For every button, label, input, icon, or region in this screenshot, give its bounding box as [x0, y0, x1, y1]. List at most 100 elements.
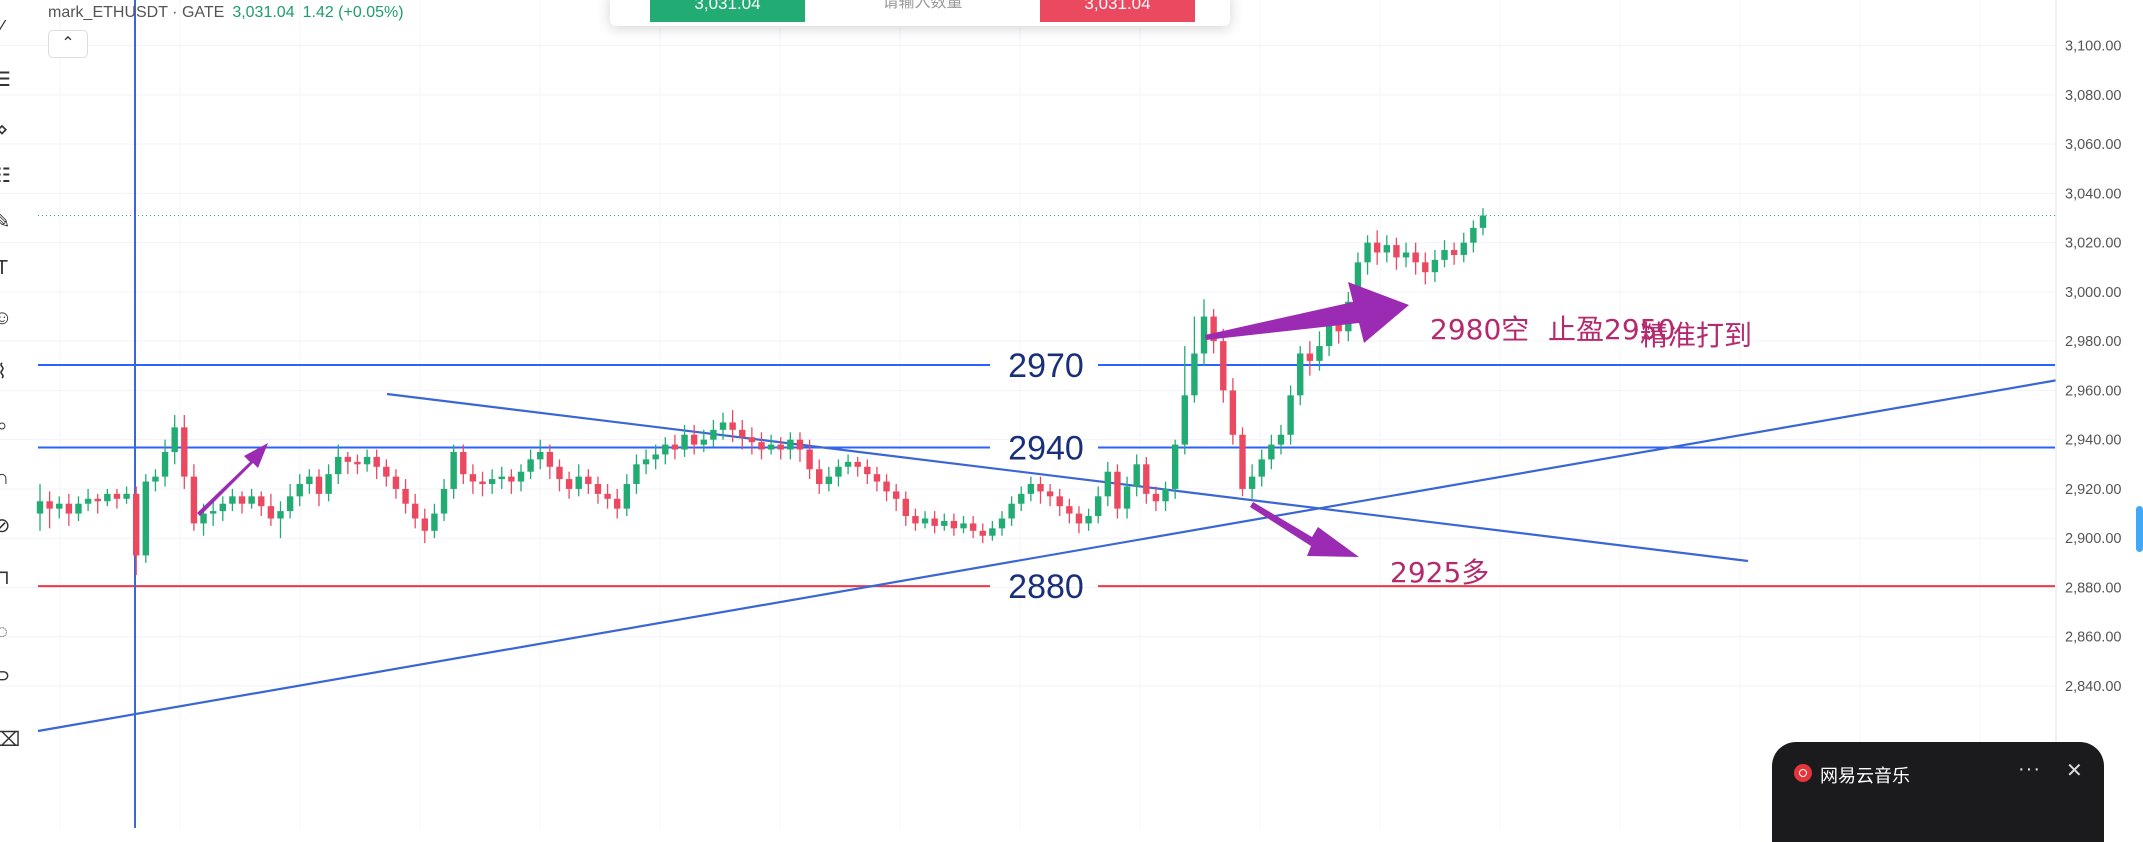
candle-down[interactable] [1239, 434, 1246, 489]
candle-up[interactable] [75, 503, 82, 514]
candle-up[interactable] [844, 461, 852, 467]
candle-up[interactable] [1364, 242, 1371, 263]
candle-down[interactable] [46, 501, 53, 509]
candle-up[interactable] [537, 451, 544, 460]
candle-up[interactable] [719, 422, 727, 430]
ruler-icon[interactable]: ⌇ [0, 361, 7, 383]
candle-down[interactable] [1046, 491, 1054, 497]
magnet-icon[interactable]: ∩ [0, 467, 10, 489]
candle-down[interactable] [546, 451, 554, 467]
candle-up[interactable] [431, 513, 438, 531]
candle-down[interactable] [864, 466, 871, 475]
candle-up[interactable] [229, 496, 236, 504]
candle-up[interactable] [835, 466, 842, 477]
candle-down[interactable] [1037, 484, 1044, 492]
candle-down[interactable] [1412, 252, 1419, 263]
text-tool-icon[interactable]: T [0, 257, 9, 279]
candle-down[interactable] [950, 520, 958, 529]
candle-up[interactable] [209, 511, 217, 514]
candle-up[interactable] [286, 496, 294, 512]
candle-up[interactable] [219, 503, 226, 512]
candle-up[interactable] [1258, 459, 1265, 477]
candle-up[interactable] [152, 476, 159, 482]
buy-button[interactable]: 3,031.04 [650, 0, 805, 22]
candle-up[interactable] [700, 439, 707, 445]
candle-down[interactable] [777, 444, 784, 450]
candle-up[interactable] [1018, 493, 1025, 504]
up-arrow-left[interactable] [197, 443, 268, 516]
candle-down[interactable] [1373, 242, 1381, 253]
candle-down[interactable] [892, 491, 900, 499]
candle-down[interactable] [1143, 464, 1150, 494]
candle-down[interactable] [421, 518, 428, 531]
quantity-input[interactable]: 请输入数量 [882, 0, 963, 11]
candle-down[interactable] [690, 434, 698, 445]
candle-down[interactable] [1335, 321, 1342, 332]
candle-up[interactable] [1027, 484, 1035, 494]
candle-up[interactable] [633, 464, 640, 485]
candle-up[interactable] [1479, 215, 1487, 228]
candle-down[interactable] [594, 484, 602, 494]
candle-down[interactable] [1220, 341, 1227, 391]
candle-down[interactable] [1066, 506, 1073, 514]
candle-down[interactable] [508, 476, 515, 482]
candle-up[interactable] [498, 476, 505, 480]
support-trendline[interactable] [37, 378, 2059, 733]
lock-icon[interactable]: ⊓ [0, 567, 10, 589]
scroll-handle[interactable] [2136, 506, 2143, 552]
candle-down[interactable] [614, 498, 621, 509]
candle-up[interactable] [104, 493, 111, 502]
candle-up[interactable] [1171, 444, 1179, 489]
candle-up[interactable] [681, 434, 688, 450]
candle-up[interactable] [527, 459, 534, 472]
candle-up[interactable] [440, 488, 448, 514]
candle-up[interactable] [1162, 488, 1169, 502]
candle-up[interactable] [1200, 316, 1208, 354]
candle-up[interactable] [1287, 395, 1294, 435]
candle-up[interactable] [200, 513, 207, 524]
candle-down[interactable] [1393, 245, 1400, 258]
candle-up[interactable] [642, 459, 650, 465]
candle-down[interactable] [1229, 390, 1237, 435]
zoom-icon[interactable]: ⌕ [0, 415, 8, 437]
candle-up[interactable] [825, 476, 833, 485]
candle-up[interactable] [1008, 503, 1015, 519]
resistance-trendline[interactable] [386, 392, 1749, 563]
candle-up[interactable] [306, 476, 313, 485]
candle-up[interactable] [142, 481, 150, 556]
candle-down[interactable] [565, 479, 573, 489]
fib-icon[interactable]: ☷ [0, 165, 11, 187]
candle-down[interactable] [585, 476, 592, 485]
candle-up[interactable] [989, 528, 996, 536]
candle-down[interactable] [979, 530, 986, 536]
eye-icon[interactable]: ◌ [0, 621, 8, 643]
candle-up[interactable] [1095, 496, 1102, 517]
candle-down[interactable] [1306, 353, 1314, 361]
candle-up[interactable] [1470, 227, 1477, 243]
candle-up[interactable] [1383, 245, 1390, 253]
candle-up[interactable] [1431, 259, 1439, 273]
candle-up[interactable] [623, 484, 631, 509]
candle-down[interactable] [556, 466, 563, 480]
candle-up[interactable] [941, 520, 948, 526]
candle-down[interactable] [411, 503, 419, 519]
horizontal-lines-icon[interactable]: ☰ [0, 69, 11, 91]
candle-up[interactable] [652, 454, 659, 460]
sell-button[interactable]: 3,031.04 [1040, 0, 1195, 22]
candle-down[interactable] [1210, 316, 1217, 342]
candle-down[interactable] [373, 456, 380, 467]
candle-down[interactable] [806, 449, 813, 470]
brush-icon[interactable]: ✎ [0, 211, 11, 233]
candle-down[interactable] [748, 437, 756, 443]
candle-up[interactable] [960, 523, 967, 529]
candle-down[interactable] [1152, 493, 1160, 502]
candle-up[interactable] [56, 503, 63, 509]
close-icon[interactable]: ✕ [2066, 760, 2083, 782]
line-tool-icon[interactable]: ⁄ [0, 17, 4, 39]
candle-down[interactable] [460, 451, 467, 475]
lock-draw-icon[interactable]: ⊘ [0, 515, 11, 537]
candle-down[interactable] [181, 427, 188, 477]
candle-up[interactable] [488, 479, 496, 485]
candle-up[interactable] [1104, 471, 1112, 497]
candle-down[interactable] [238, 496, 246, 504]
